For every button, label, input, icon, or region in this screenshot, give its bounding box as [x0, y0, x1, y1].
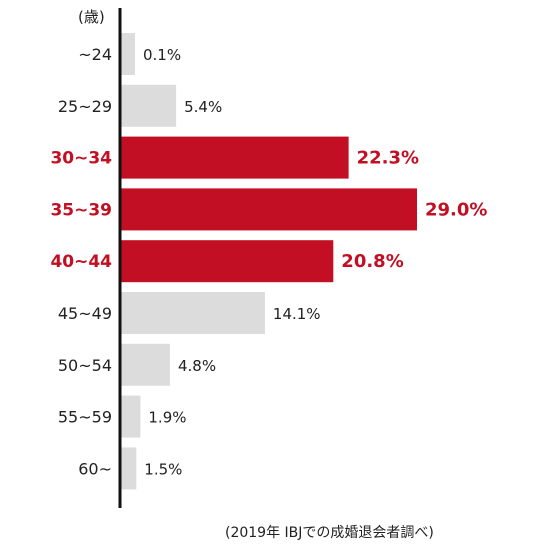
bar-group-1: 25~29 5.4%: [58, 84, 222, 127]
category-label: 40~44: [50, 252, 112, 272]
category-label: 45~49: [58, 304, 112, 323]
value-label: 0.1%: [143, 46, 181, 64]
bar-group-4: 40~44 20.8%: [50, 240, 404, 283]
y-axis-unit-label: (歳): [78, 8, 105, 26]
category-label: 55~59: [58, 408, 112, 427]
bar-group-7: 55~59 1.9%: [58, 395, 187, 438]
bar: [121, 84, 177, 127]
category-label: 60~: [78, 459, 112, 478]
bar-group-8: 60~ 1.5%: [78, 447, 182, 490]
bar: [121, 188, 417, 231]
value-label: 4.8%: [178, 357, 216, 375]
category-label: 30~34: [50, 149, 112, 169]
bar-group-2: 30~34 22.3%: [50, 136, 419, 179]
bar: [121, 240, 334, 283]
bar-group-0: ~24 0.1%: [78, 33, 181, 75]
bar: [121, 343, 170, 386]
value-label: 5.4%: [184, 98, 222, 116]
age-distribution-chart: (歳) ~24 0.1% 25~29 5.4% 30~34 22.3% 35~39 29.0%…: [50, 8, 487, 508]
value-label: 29.0%: [425, 199, 487, 220]
value-label: 14.1%: [273, 305, 321, 323]
bar: [121, 395, 141, 438]
bar-group-6: 50~54 4.8%: [58, 343, 216, 386]
value-label: 1.9%: [148, 409, 186, 427]
category-label: 35~39: [50, 200, 112, 220]
bar: [121, 447, 137, 490]
value-label: 1.5%: [144, 460, 182, 478]
value-label: 22.3%: [357, 148, 419, 169]
source-note: (2019年 IBJでの成婚退会者調べ): [225, 525, 434, 541]
bar: [121, 33, 135, 75]
bar: [121, 292, 265, 334]
category-label: ~24: [78, 45, 112, 64]
category-label: 50~54: [58, 356, 112, 375]
value-label: 20.8%: [341, 251, 403, 272]
bar: [121, 136, 349, 179]
bar-group-5: 45~49 14.1%: [58, 292, 321, 334]
category-label: 25~29: [58, 97, 112, 116]
bar-group-3: 35~39 29.0%: [50, 188, 487, 231]
